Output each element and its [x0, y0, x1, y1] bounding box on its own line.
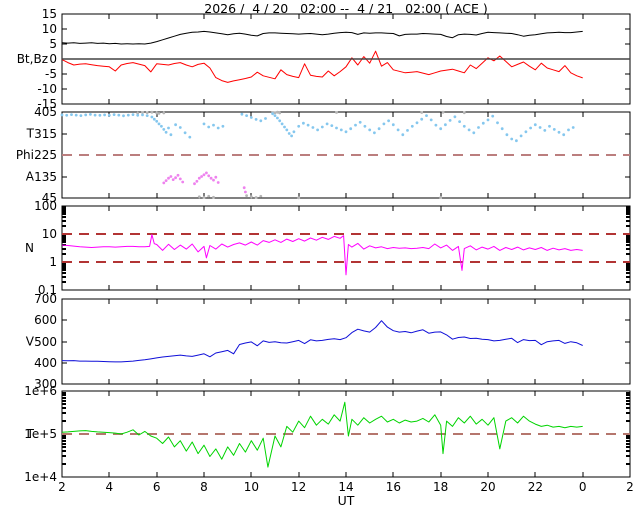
y-tick-label: 100	[34, 199, 57, 213]
y-tick-label: 225	[34, 148, 57, 162]
x-tick-label: 10	[244, 480, 259, 494]
y-tick-label: 1	[49, 255, 57, 269]
y-tick-label: 600	[34, 313, 57, 327]
x-tick-label: 0	[579, 480, 587, 494]
x-axis-tick-labels: 2 4 6 8 10 12 14 16 18 20 22 0 2	[58, 480, 634, 494]
y-tick-label: 0.1	[38, 283, 57, 297]
panel-frame	[61, 205, 631, 291]
x-tick-label: 4	[106, 480, 114, 494]
y-tick-label: 315	[34, 127, 57, 141]
y-tick-label: -5	[45, 67, 57, 81]
y-tick-label: 300	[34, 377, 57, 391]
y-tick-label: 700	[34, 292, 57, 306]
plot-title: 2026 / 4 / 20 02:00 -- 4 / 21 02:00 ( AC…	[204, 1, 488, 16]
bt-line	[61, 30, 583, 45]
t-line	[61, 401, 583, 468]
panel-side-label: N	[25, 241, 34, 255]
y-tick-label: 405	[34, 105, 57, 119]
panel-t: 1e+6 1e+5 1e+4 T	[24, 384, 631, 484]
y-tick-label: 10	[42, 22, 57, 36]
panel-t-phi-a: 405 315 225 135 45 T Phi A	[16, 105, 631, 205]
x-tick-label: 18	[433, 480, 448, 494]
panel-frame	[61, 298, 631, 385]
y-tick-label: 10	[42, 227, 57, 241]
x-tick-label: 16	[386, 480, 401, 494]
y-tick-label: 1e+5	[24, 427, 57, 441]
gray-dots	[136, 110, 466, 200]
x-tick-label: 8	[200, 480, 208, 494]
panel-side-label: Phi	[16, 148, 34, 162]
panel-side-label: V	[26, 335, 35, 349]
x-tick-label: 22	[528, 480, 543, 494]
x-tick-label: 12	[291, 480, 306, 494]
y-tick-label: 135	[34, 170, 57, 184]
y-tick-label: 0	[49, 52, 57, 66]
y-tick-label: -15	[37, 97, 57, 111]
y-tick-label: 1e+4	[24, 470, 57, 484]
x-tick-label: 6	[153, 480, 161, 494]
bz-line	[61, 50, 583, 83]
y-tick-label: 1e+6	[24, 384, 57, 398]
panel-side-label: T	[26, 427, 35, 441]
panel-v: 700 600 500 400 300 V	[26, 292, 631, 391]
alpha-dots	[162, 171, 247, 194]
x-axis-label: UT	[337, 493, 355, 508]
y-tick-label: 500	[34, 335, 57, 349]
x-tick-label: 2	[626, 480, 634, 494]
n-line	[61, 234, 583, 276]
y-tick-label: 5	[49, 37, 57, 51]
x-tick-label: 2	[58, 480, 66, 494]
x-tick-label: 14	[338, 480, 353, 494]
panel-n: 100 10 1 0.1 N	[25, 199, 631, 297]
y-tick-label: 45	[42, 191, 57, 205]
v-line	[61, 320, 583, 363]
x-tick-label: 20	[480, 480, 495, 494]
y-tick-label: -10	[37, 82, 57, 96]
panel-frame	[61, 390, 631, 478]
panel-side-label: A	[26, 170, 35, 184]
phi-dots	[60, 112, 575, 143]
y-tick-label: 400	[34, 356, 57, 370]
panel-side-label: Bt,Bz	[17, 52, 48, 66]
y-tick-label: 15	[42, 7, 57, 21]
panel-side-label: T	[26, 127, 35, 141]
